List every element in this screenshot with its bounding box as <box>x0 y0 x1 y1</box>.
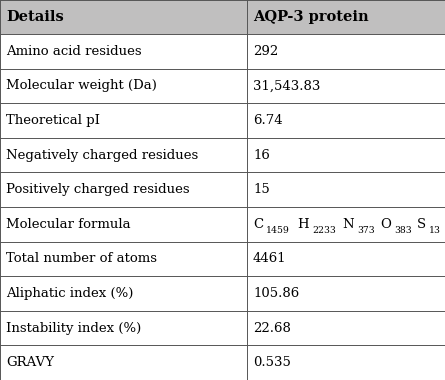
Text: Amino acid residues: Amino acid residues <box>6 45 142 58</box>
Text: N: N <box>343 218 354 231</box>
Text: 6.74: 6.74 <box>253 114 283 127</box>
Text: 22.68: 22.68 <box>253 321 291 335</box>
Text: 0.535: 0.535 <box>253 356 291 369</box>
Text: 292: 292 <box>253 45 278 58</box>
Text: Instability index (%): Instability index (%) <box>6 321 141 335</box>
Text: 13: 13 <box>429 226 441 235</box>
Text: 373: 373 <box>357 226 375 235</box>
Text: 1459: 1459 <box>266 226 290 235</box>
Text: O: O <box>380 218 391 231</box>
Text: 16: 16 <box>253 149 270 162</box>
Text: 383: 383 <box>394 226 412 235</box>
Text: C: C <box>253 218 263 231</box>
Text: Negatively charged residues: Negatively charged residues <box>6 149 198 162</box>
Text: Molecular formula: Molecular formula <box>6 218 131 231</box>
Text: 105.86: 105.86 <box>253 287 299 300</box>
Text: 4461: 4461 <box>253 252 287 265</box>
Text: GRAVY: GRAVY <box>6 356 54 369</box>
Text: Theoretical pI: Theoretical pI <box>6 114 100 127</box>
Text: Details: Details <box>6 10 64 24</box>
Text: 2233: 2233 <box>312 226 336 235</box>
Text: Positively charged residues: Positively charged residues <box>6 183 190 196</box>
Text: AQP-3 protein: AQP-3 protein <box>253 10 368 24</box>
Bar <box>0 0 445 34</box>
Text: 31,543.83: 31,543.83 <box>253 79 320 92</box>
Text: Aliphatic index (%): Aliphatic index (%) <box>6 287 134 300</box>
Text: H: H <box>297 218 308 231</box>
Text: Molecular weight (Da): Molecular weight (Da) <box>6 79 157 92</box>
Text: Total number of atoms: Total number of atoms <box>6 252 157 265</box>
Text: S: S <box>417 218 426 231</box>
Text: 15: 15 <box>253 183 270 196</box>
